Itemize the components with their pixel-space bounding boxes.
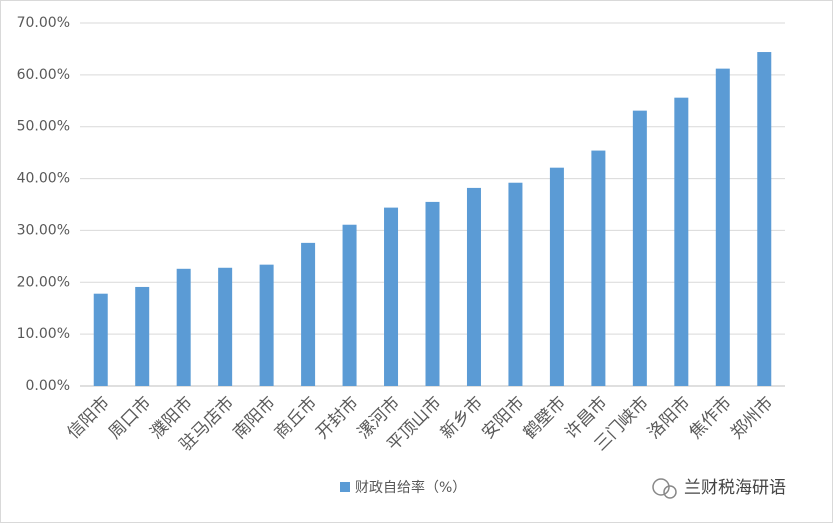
y-tick-label: 30.00% [17,222,70,238]
bar [425,201,440,386]
bar [466,187,481,386]
bar [384,207,399,386]
legend-label: 财政自给率（%） [355,479,466,496]
legend-swatch [340,482,350,492]
y-tick-label: 70.00% [17,15,70,31]
y-tick-label: 0.00% [26,378,70,394]
bar [301,242,316,386]
bar [218,267,233,386]
bar [508,182,523,386]
y-tick-label: 20.00% [17,274,70,290]
bar [632,110,647,386]
bar [135,286,150,386]
bar [757,52,772,386]
y-tick-label: 40.00% [17,171,70,187]
bar [342,224,357,386]
bar [259,264,274,386]
bar [176,268,191,386]
y-tick-label: 50.00% [17,119,70,135]
watermark-text: 兰财税海研语 [684,478,786,498]
bar [591,150,606,386]
bar [93,293,108,386]
y-tick-label: 10.00% [17,326,70,342]
y-tick-label: 60.00% [17,67,70,83]
bar [715,68,730,387]
watermark: 兰财税海研语 [652,478,786,499]
bar [674,97,689,386]
bar [549,167,564,386]
